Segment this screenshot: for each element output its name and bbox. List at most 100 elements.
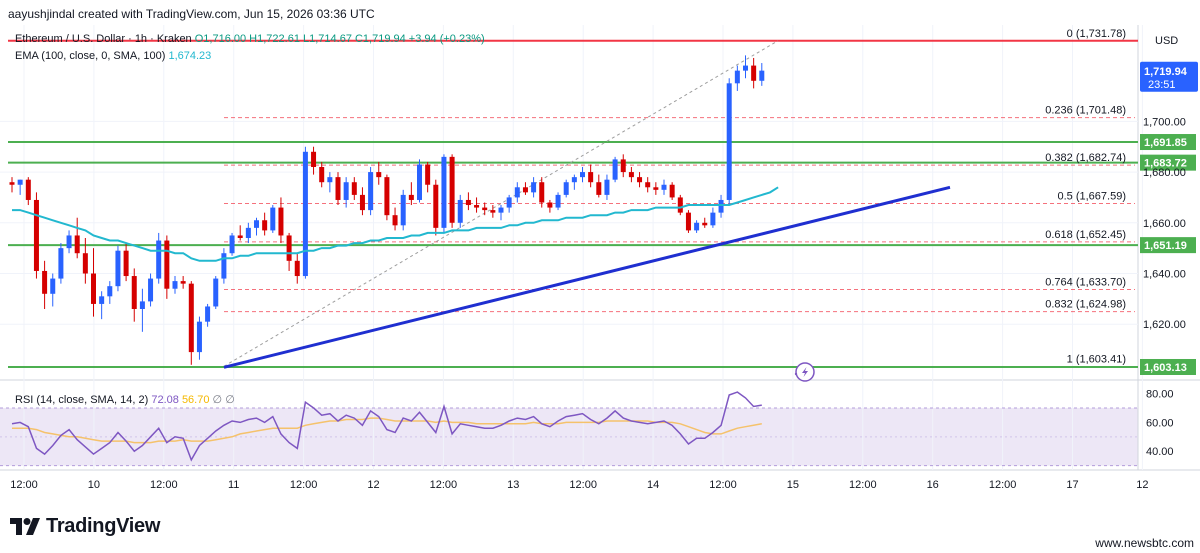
rsi-tick-label: 40.00	[1146, 446, 1174, 458]
fib-level-label: 0 (1,731.78)	[1067, 28, 1126, 40]
candle-body	[710, 212, 716, 226]
candle-body	[319, 167, 325, 183]
candle-body	[580, 172, 585, 178]
candle-body	[376, 172, 382, 178]
fib-level-label: 1 (1,603.41)	[1067, 353, 1126, 365]
time-tick-label: 14	[647, 479, 659, 491]
footer: TradingView www.newsbtc.com	[0, 505, 1200, 553]
fib-level-label: 0.5 (1,667.59)	[1057, 191, 1126, 203]
tradingview-logo-text: TradingView	[46, 515, 161, 537]
candle-body	[107, 286, 113, 297]
chart-canvas: 1,691.85 1,683.72 1,651.19 1,603.13 0 (1,73…	[0, 25, 1200, 491]
candle-body	[229, 235, 235, 254]
candle-body	[539, 182, 545, 203]
candle-body	[205, 306, 211, 322]
candle-body	[368, 172, 374, 211]
candle-body	[620, 159, 626, 173]
candle-body	[449, 156, 455, 223]
candle-body	[400, 194, 406, 226]
rsi-label[interactable]: RSI (14, close, SMA, 14, 2)	[15, 394, 149, 406]
level-tag-label: 1,651.19	[1144, 240, 1187, 252]
horizontal-levels: 1,691.85 1,683.72 1,651.19 1,603.13	[8, 39, 1196, 375]
candle-body	[628, 172, 634, 178]
time-tick-label: 12:00	[849, 479, 877, 491]
ema-100-line	[12, 186, 779, 262]
candle-body	[604, 179, 610, 195]
time-tick-label: 17	[1066, 479, 1078, 491]
price-legend: Ethereum / U.S. Dollar · 1h · Kraken O1,…	[15, 33, 485, 45]
price-axis: 1,620.00 1,640.00 1,660.00 1,680.00 1,700.00…	[1140, 61, 1198, 458]
candle-body	[180, 281, 186, 284]
price-tick-label: 1,660.00	[1143, 218, 1186, 230]
candle-body	[563, 182, 569, 195]
candle-body	[74, 235, 80, 254]
candle-body	[547, 202, 553, 208]
candle-body	[262, 220, 268, 231]
time-tick-label: 16	[927, 479, 939, 491]
candle-body	[188, 283, 194, 353]
rsi-lines	[11, 391, 762, 462]
candle-body	[588, 172, 594, 183]
candle-body	[25, 179, 31, 200]
time-tick-label: 12:00	[709, 479, 737, 491]
tradingview-logo[interactable]: TradingView	[10, 515, 160, 538]
time-tick-label: 10	[88, 479, 100, 491]
level-tag	[1140, 134, 1196, 151]
candle-body	[743, 65, 748, 71]
candle-body	[359, 194, 365, 211]
ema-legend: EMA (100, close, 0, SMA, 100) 1,674.23	[15, 50, 211, 62]
candle-body	[58, 248, 64, 279]
time-tick-label: 11	[228, 479, 239, 491]
candle-body	[270, 207, 276, 231]
candle-body	[441, 156, 447, 228]
currency-label: USD	[1155, 35, 1178, 47]
time-tick-label: 15	[787, 479, 799, 491]
candle-body	[392, 215, 398, 226]
fib-level-label: 0.382 (1,682.74)	[1045, 152, 1126, 164]
fib-trend-line	[223, 40, 779, 367]
candle-body	[343, 182, 349, 200]
price-pane-background	[0, 25, 1138, 380]
rsi-na-value: ∅	[212, 394, 223, 406]
bullish-trendline	[223, 185, 951, 369]
candle-body	[278, 207, 284, 236]
candle-body	[457, 199, 463, 223]
ema-value: 1,674.23	[168, 50, 212, 62]
candle-body	[148, 278, 154, 302]
candle-body	[425, 164, 431, 185]
fibonacci-retracement: 0 (1,731.78) 0.236 (1,701.48) 0.382 (1,682…	[223, 28, 1135, 367]
time-tick-label: 12:00	[569, 479, 597, 491]
candle-body	[9, 182, 15, 185]
trendline	[223, 185, 951, 369]
candle-body	[702, 222, 708, 226]
time-tick-label: 12	[367, 479, 379, 491]
candle-body	[66, 235, 72, 249]
time-tick-label: 12:00	[10, 479, 38, 491]
candle-body	[522, 187, 528, 193]
candle-body	[637, 177, 643, 183]
rsi-na-value: ∅	[225, 394, 235, 406]
candle-body	[245, 227, 251, 238]
candle-body	[751, 65, 757, 81]
rsi-tick-label: 60.00	[1146, 417, 1174, 429]
candle-body	[42, 270, 48, 294]
grid	[0, 25, 1143, 470]
candle-body	[302, 151, 308, 277]
candle-body	[498, 207, 504, 213]
candle-body	[669, 184, 675, 198]
rsi-sma-value: 56.70	[181, 394, 210, 406]
level-tag-label: 1,691.85	[1144, 137, 1187, 149]
candle-body	[115, 250, 121, 287]
candle-body	[734, 70, 740, 84]
rsi-sma-line	[12, 417, 762, 444]
tradingview-logo-icon	[10, 518, 40, 535]
ema-label[interactable]: EMA (100, close, 0, SMA, 100)	[15, 50, 166, 62]
lightning-icon[interactable]	[794, 362, 815, 382]
symbol-title[interactable]: Ethereum / U.S. Dollar · 1h · Kraken	[15, 33, 192, 45]
candle-body	[408, 194, 414, 200]
candle-body	[327, 177, 333, 183]
candle-body	[482, 207, 488, 211]
candle-body	[286, 235, 292, 261]
candle-body	[661, 184, 667, 190]
candle-body	[254, 220, 259, 228]
